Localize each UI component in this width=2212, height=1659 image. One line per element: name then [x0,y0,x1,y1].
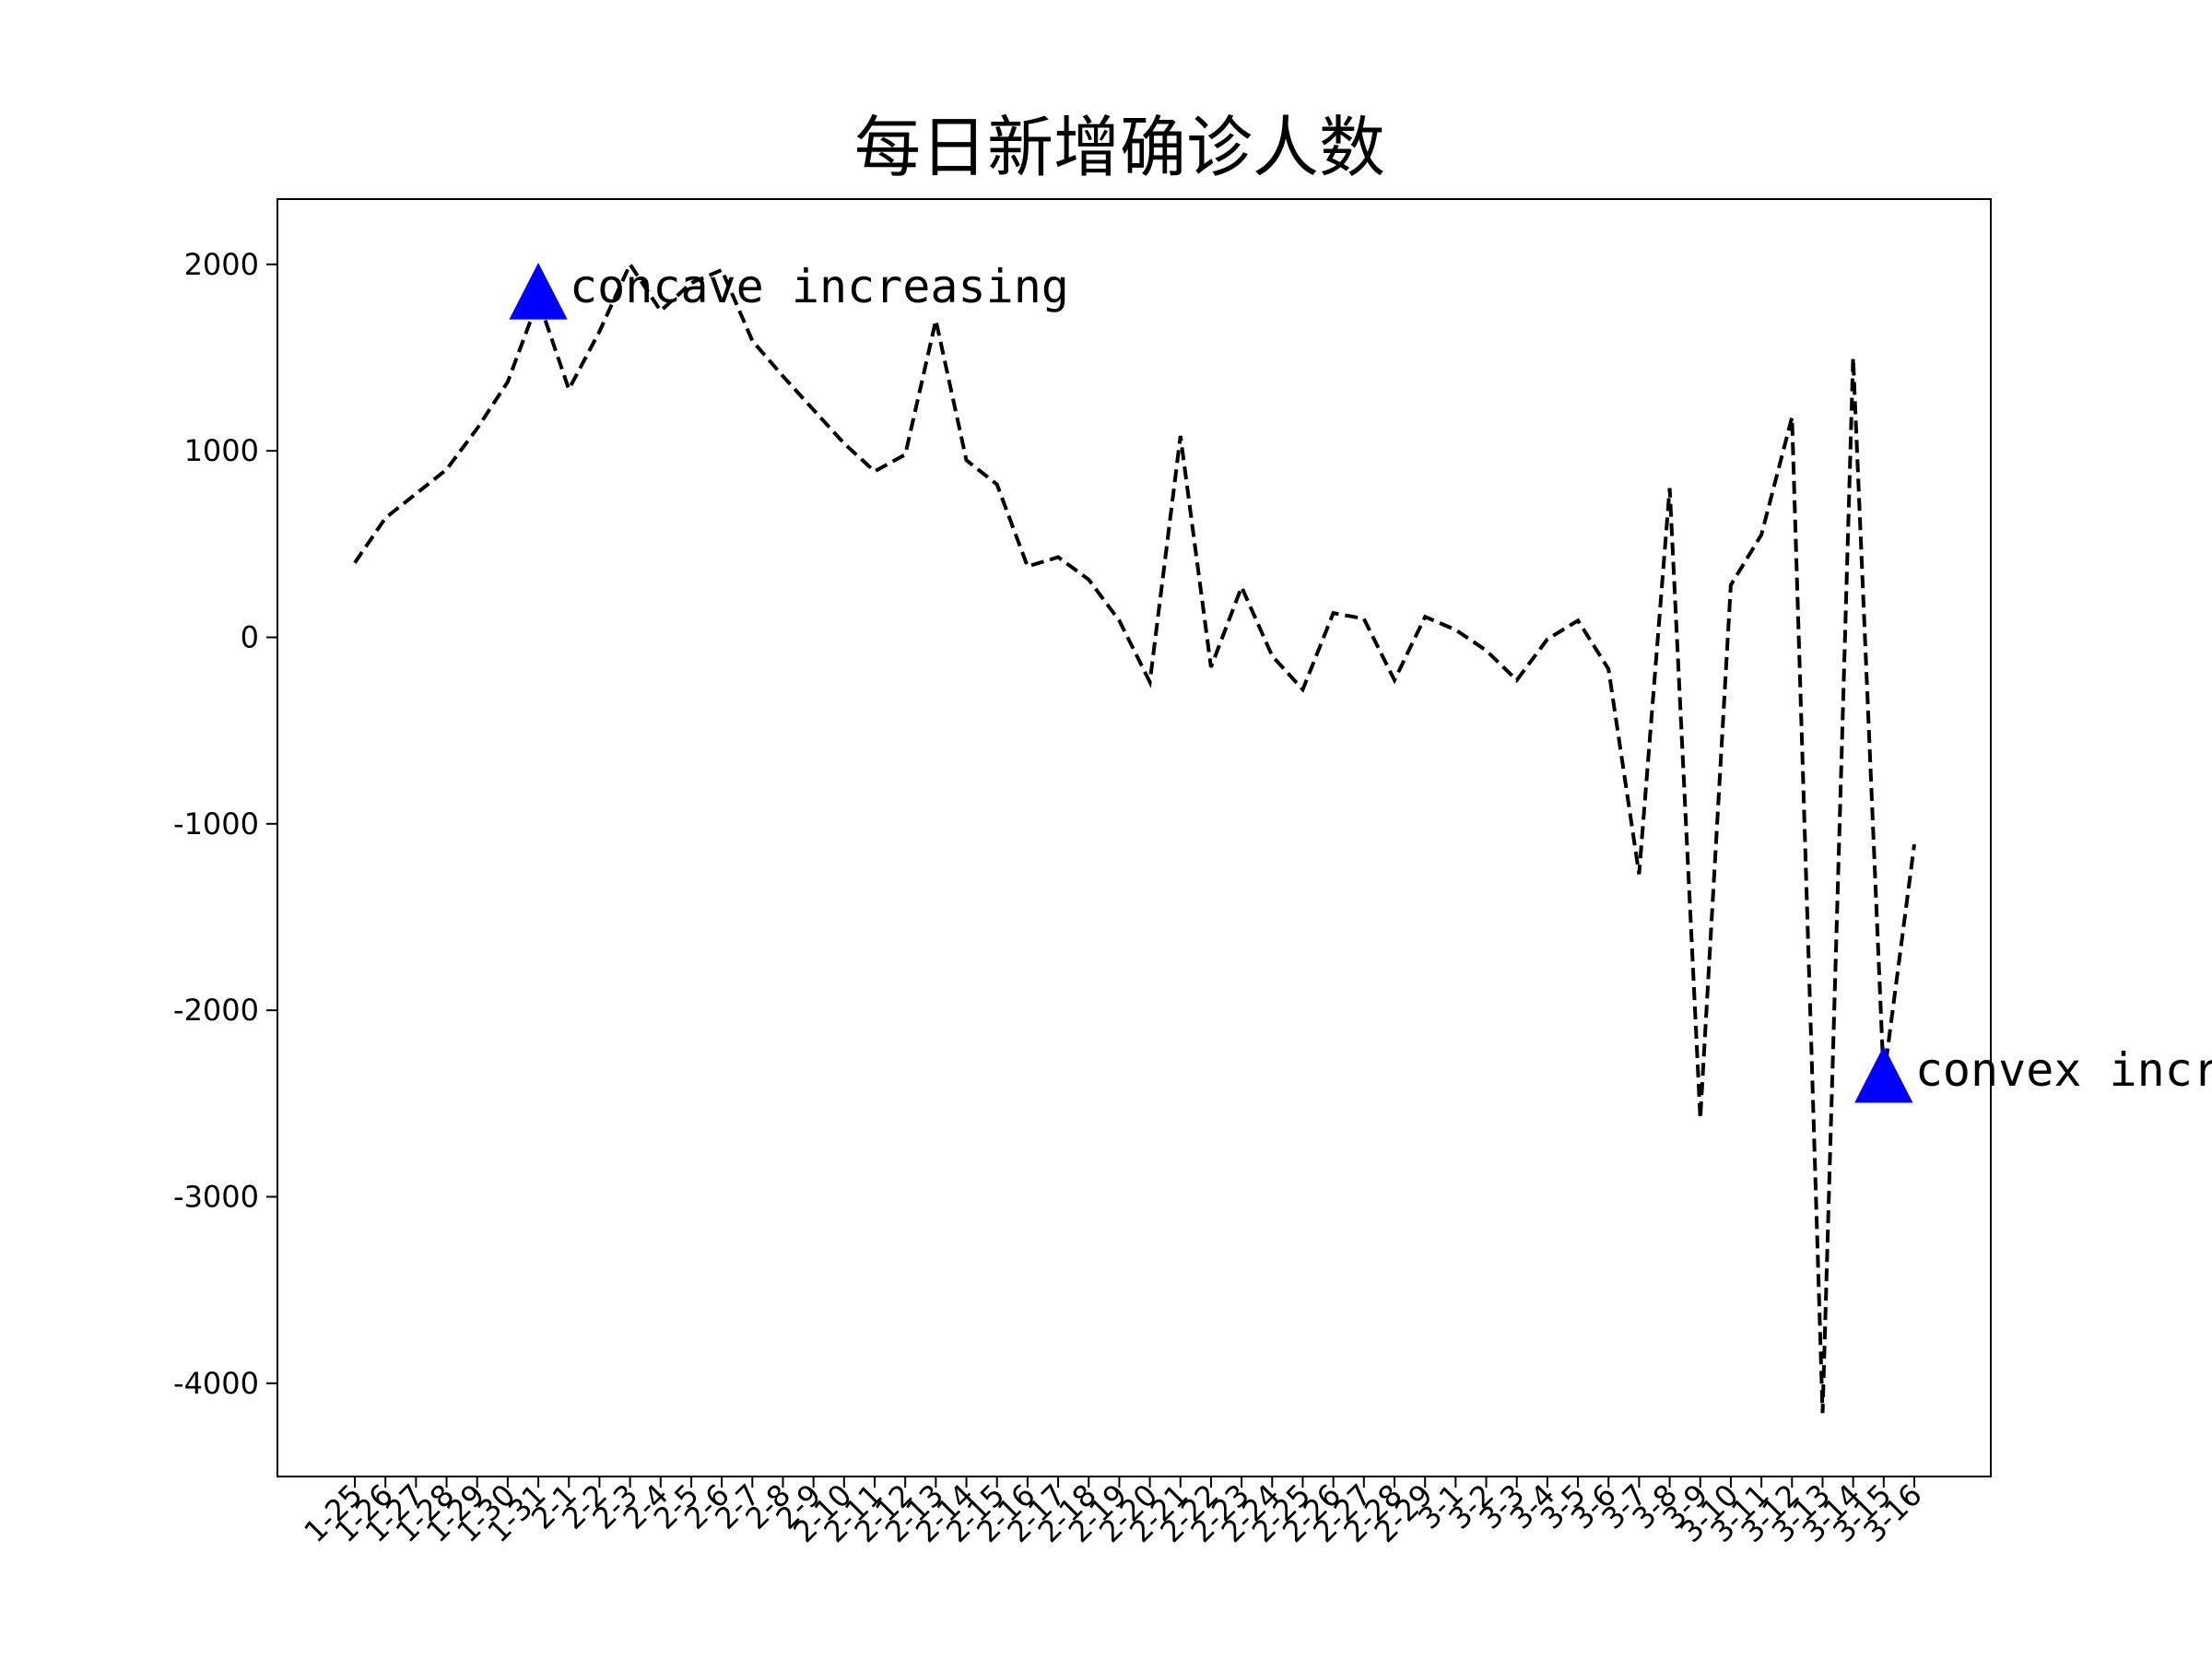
annotation-label: concave increasing [570,260,1069,313]
y-tick-label: -2000 [173,993,259,1028]
annotation-label: convex increasing [1915,1043,2212,1097]
y-tick-label: 2000 [184,247,259,282]
annotation-layer: concave increasing convex increasing [509,260,2212,1103]
plot-area-frame [276,198,1992,1477]
x-axis: 1-251-261-271-281-291-301-312-12-22-32-4… [297,1477,1929,1549]
y-tick-label: 0 [241,619,259,654]
chart-title: 每日新增确诊人数 [854,109,1385,186]
annotation-marker [509,262,568,320]
y-tick-label: -4000 [173,1366,259,1401]
y-tick-label: 1000 [184,433,259,468]
series-layer [353,260,1916,1414]
y-tick-label: -3000 [173,1179,259,1214]
y-axis: -4000 -3000 -2000 -1000 0 1000 2000 [173,247,277,1401]
series-line [353,260,1916,1414]
y-tick-label: -1000 [173,806,259,841]
annotation-marker [1854,1045,1913,1103]
